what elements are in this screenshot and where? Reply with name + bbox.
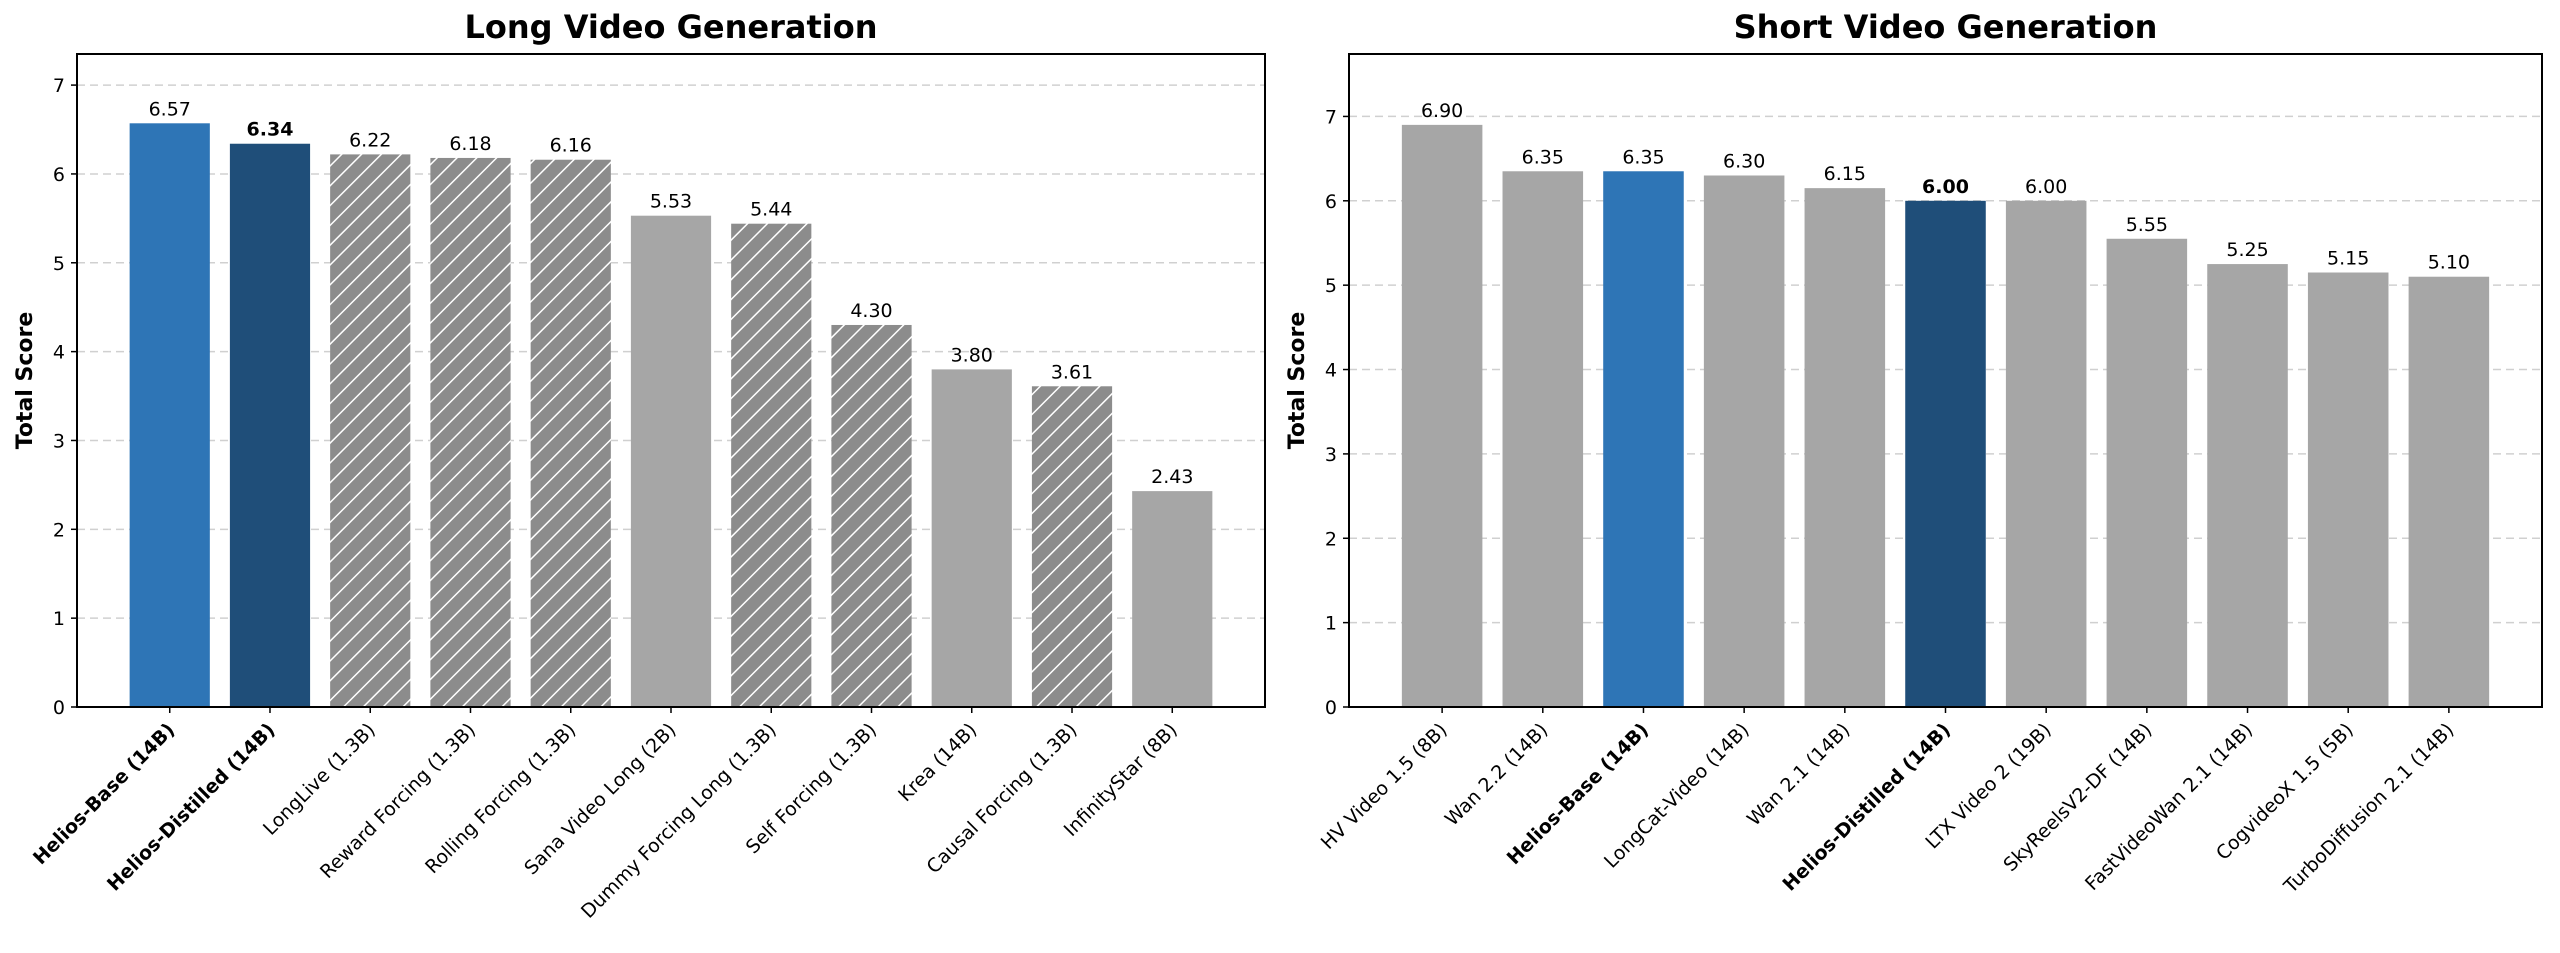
bar <box>229 143 311 707</box>
bar <box>2106 238 2188 708</box>
value-label: 6.22 <box>349 129 391 151</box>
value-label: 5.55 <box>2126 214 2168 236</box>
value-label: 6.34 <box>247 119 294 141</box>
value-label: 3.61 <box>1051 361 1093 383</box>
x-tick-label: Wan 2.1 (14B) <box>1743 719 1854 830</box>
bar <box>931 369 1012 707</box>
bar <box>1703 175 1785 707</box>
y-tick-label: 0 <box>1325 697 1337 719</box>
y-tick-label: 2 <box>53 519 65 541</box>
bar <box>630 215 712 707</box>
bar <box>1401 124 1483 707</box>
y-tick-label: 7 <box>53 75 65 97</box>
y-tick-label: 5 <box>53 253 65 275</box>
y-tick-label: 2 <box>1325 528 1337 550</box>
bar <box>1804 188 1886 707</box>
value-label: 6.00 <box>1922 176 1969 198</box>
bar <box>2005 200 2087 707</box>
bar <box>330 154 411 708</box>
y-tick-label: 6 <box>53 164 65 186</box>
x-tick-label: Helios-Distilled (14B) <box>1778 719 1955 896</box>
bar <box>1905 200 1986 707</box>
y-tick-label: 3 <box>53 430 65 452</box>
y-axis-label: Total Score <box>13 312 38 450</box>
value-label: 6.30 <box>1723 150 1765 172</box>
value-label: 5.15 <box>2327 248 2369 270</box>
y-tick-label: 5 <box>1325 275 1337 297</box>
x-tick-label: HV Video 1.5 (8B) <box>1317 719 1452 854</box>
y-tick-label: 6 <box>1325 191 1337 213</box>
value-label: 6.57 <box>149 98 191 120</box>
x-tick-label: FastVideoWan 2.1 (14B) <box>2081 719 2257 895</box>
bar <box>129 123 210 707</box>
chart-title: Short Video Generation <box>1734 8 2158 46</box>
x-tick-label: Helios-Distilled (14B) <box>103 719 280 896</box>
bar <box>530 159 611 707</box>
value-label: 6.90 <box>1421 100 1463 122</box>
bar <box>831 324 912 707</box>
y-tick-label: 7 <box>1325 106 1337 128</box>
value-label: 6.00 <box>2025 176 2067 198</box>
x-tick-label: TurboDiffusion 2.1 (14B) <box>2279 719 2458 898</box>
y-axis-label: Total Score <box>1285 312 1310 450</box>
bar <box>430 157 511 707</box>
bar <box>731 223 812 707</box>
plot-frame <box>1348 53 2543 708</box>
value-label: 5.10 <box>2428 252 2470 274</box>
value-label: 6.35 <box>1522 146 1564 168</box>
x-tick-label: Krea (14B) <box>894 719 981 806</box>
y-tick-label: 1 <box>1325 613 1337 635</box>
value-label: 5.53 <box>650 191 692 213</box>
value-label: 5.25 <box>2226 239 2268 261</box>
y-tick-label: 4 <box>1325 360 1337 382</box>
y-tick-label: 3 <box>1325 444 1337 466</box>
value-label: 4.30 <box>850 300 892 322</box>
x-tick-label: Dummy Forcing Long (1.3B) <box>577 719 781 923</box>
value-label: 6.16 <box>550 135 592 157</box>
value-label: 6.15 <box>1824 163 1866 185</box>
x-tick-label: Wan 2.2 (14B) <box>1441 719 1552 830</box>
bar <box>1031 386 1113 707</box>
value-label: 2.43 <box>1151 466 1193 488</box>
plot-frame <box>76 53 1266 708</box>
value-label: 6.18 <box>449 133 491 155</box>
chart-title: Long Video Generation <box>465 8 878 46</box>
bar <box>2307 272 2389 707</box>
bar <box>1502 171 1584 707</box>
bar <box>1132 491 1213 707</box>
value-label: 5.44 <box>750 199 792 221</box>
y-tick-label: 4 <box>53 342 65 364</box>
bar <box>2408 276 2490 707</box>
y-tick-label: 1 <box>53 608 65 630</box>
bar <box>1603 171 1684 707</box>
bar <box>2207 264 2288 707</box>
value-label: 3.80 <box>951 344 993 366</box>
y-tick-label: 0 <box>53 697 65 719</box>
value-label: 6.35 <box>1622 146 1664 168</box>
